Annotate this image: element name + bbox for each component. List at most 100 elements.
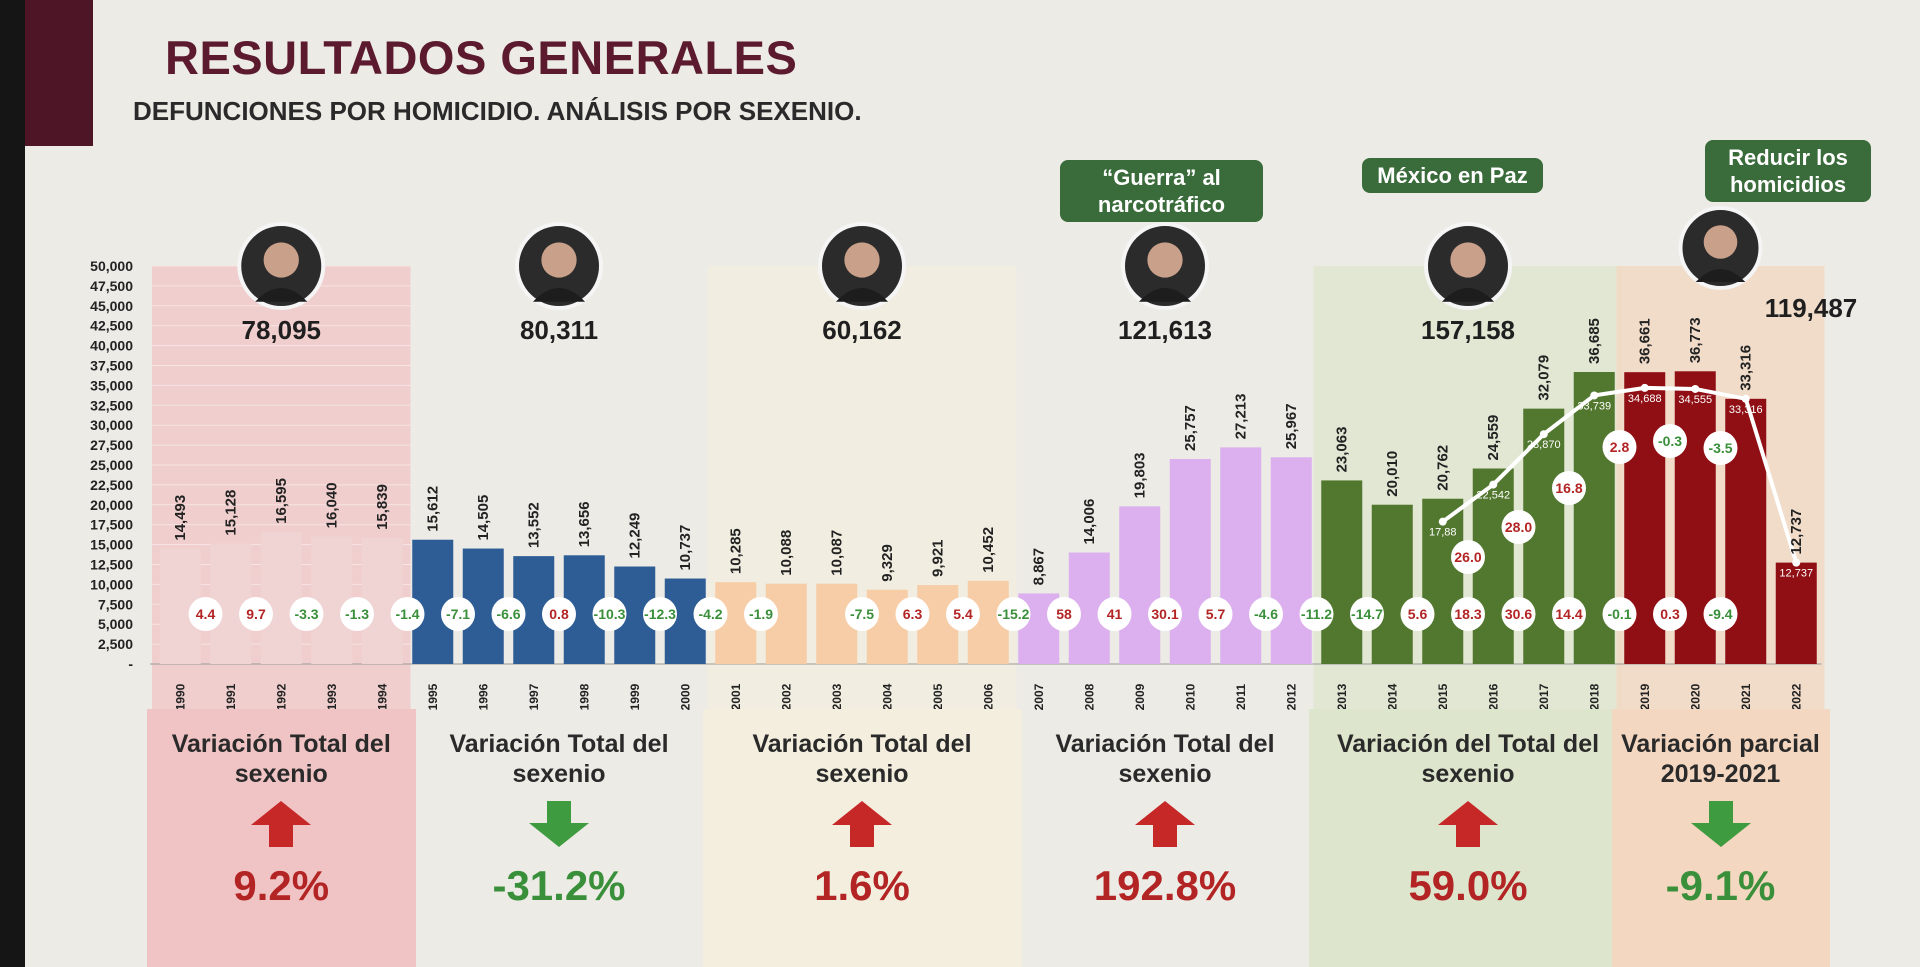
upper-variation-marker [1602,430,1637,464]
upper-variation-marker [1501,510,1536,544]
x-tick-label: 2016 [1486,683,1500,710]
upper-variation-label: -0.3 [1658,433,1682,449]
variation-label: -4.2 [698,606,722,622]
portrait-face [263,242,299,278]
upper-variation-label: 16.8 [1555,480,1582,496]
bar-2012 [1270,457,1312,664]
trend-line [1441,385,1799,564]
y-tick-label: 40,000 [90,338,133,354]
y-tick-label: 17,500 [90,517,133,533]
variation-marker [1602,597,1637,631]
variation-marker [1047,597,1081,631]
bar-value-label: 20,010 [1384,451,1401,497]
portrait-shoulders [835,288,889,302]
bar-value-label: 15,128 [223,490,240,536]
variation-panel-value: -9.1% [1665,862,1776,909]
y-tick-label: 22,500 [90,477,133,493]
variation-marker [1198,597,1233,631]
bar-value-label: 24,559 [1485,415,1502,461]
variation-panel-5: Variación parcial 2019-2021 -9.1% [1611,709,1830,967]
variation-panel-1: Variación Total del sexenio -31.2% [400,709,719,967]
variation-label: 9.7 [246,606,266,622]
variation-marker [895,597,930,631]
y-tick-label: 30,000 [90,417,133,433]
bar-value-label: 10,285 [728,528,745,574]
x-tick-label: 1995 [426,683,440,710]
upper-variation-label: -3.5 [1708,440,1732,456]
callout-mexico-en-paz: México en Paz [1362,158,1543,193]
y-tick-label: 47,500 [90,278,133,294]
bar-value-label: 8,867 [1031,548,1048,586]
y-tick-label: 2,500 [98,636,133,652]
x-tick-label: 2004 [880,683,894,710]
y-tick-label: 32,500 [90,397,133,413]
trend-point [1590,391,1599,400]
bar-value-label: 36,685 [1586,318,1603,364]
trend-point [1489,480,1498,489]
x-tick-label: 1996 [476,683,490,710]
bar-value-label: 12,737 [1788,509,1805,555]
variation-label: 5.4 [953,606,973,622]
variation-label: 30.1 [1151,606,1178,622]
bar-1993 [311,536,353,664]
page-title: RESULTADOS GENERALES [165,31,798,84]
upper-variation-marker [1451,540,1485,574]
trend-point [1792,558,1801,567]
variation-label: 41 [1107,606,1123,622]
variation-marker [744,597,778,631]
variation-label: 0.8 [549,606,569,622]
variation-marker [1299,597,1334,631]
bar-value-label: 20,762 [1435,445,1452,491]
callout-reducir-homicidios: Reducir los homicidios [1705,140,1871,202]
trend-point [1640,383,1649,392]
bar-value-label: 25,757 [1182,405,1199,451]
variation-label: -7.5 [850,606,874,622]
x-tick-label: 2012 [1284,683,1298,710]
variation-panel-title: Variación parcial 2019-2021 [1621,730,1820,788]
bar-value-label: 14,006 [1081,499,1098,545]
variation-marker [340,597,374,631]
upper-variation-marker [1653,424,1687,458]
y-tick-label: 35,000 [90,377,133,393]
x-tick-label: 2013 [1335,683,1349,710]
trend-point-label: 34,688 [1628,393,1662,405]
x-tick-label: 2001 [729,683,743,710]
callout-guerra-narcotrafico: “Guerra” al narcotráfico [1060,160,1263,222]
sexenio-total-4: 157,158 [1421,315,1515,345]
y-tick-label: 50,000 [90,258,133,274]
y-tick-label: 45,000 [90,298,133,314]
page-subtitle: DEFUNCIONES POR HOMICIDIO. ANÁLISIS POR … [133,96,862,126]
variation-marker [1451,597,1485,631]
y-tick-label: 15,000 [90,537,133,553]
x-tick-label: 2020 [1688,683,1702,710]
sexenio-total-5: 119,487 [1765,293,1858,323]
y-tick-label: 27,500 [90,437,133,453]
variation-marker [693,597,728,631]
bar-value-label: 14,493 [172,495,189,541]
portrait-shoulders [532,288,586,302]
x-tick-label: 2011 [1234,684,1248,710]
variation-label: -1.3 [345,606,369,622]
variation-label: -1.9 [749,606,773,622]
variation-panel-3: Variación Total del sexenio 192.8% [1006,709,1325,967]
variation-panel-value: 1.6% [814,862,910,909]
trend-point [1539,430,1548,439]
variation-label: -3.3 [294,606,318,622]
bar-2013 [1321,480,1363,664]
portrait-face [844,242,880,278]
x-tick-label: 2002 [779,683,793,710]
y-tick-label: 7,500 [98,596,133,612]
bar-2011 [1220,447,1262,664]
bar-value-label: 10,088 [778,530,795,576]
x-tick-label: 2014 [1385,683,1399,710]
variation-panel-value: 59.0% [1408,862,1528,909]
x-tick-label: 1993 [325,683,339,710]
y-tick-label: 37,500 [90,358,133,374]
x-tick-label: 1990 [173,683,187,710]
x-tick-label: 2009 [1133,683,1147,710]
bar-2014 [1371,504,1413,664]
trend-point [1741,394,1750,403]
bar-value-label: 36,773 [1687,317,1704,363]
x-tick-label: 1997 [527,683,541,710]
portrait-face [541,242,577,278]
